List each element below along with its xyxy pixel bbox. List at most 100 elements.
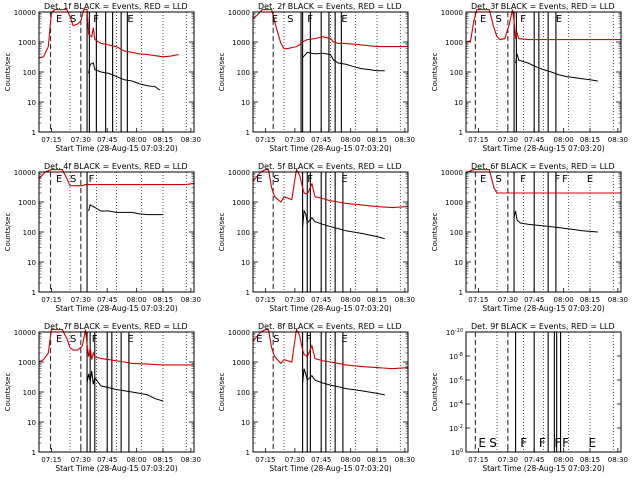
x-tick-label: 07:30 <box>498 136 518 144</box>
y-tick-label: 100 <box>23 69 36 77</box>
panel-title: Det. 3f BLACK = Events, RED = LLD <box>471 2 615 11</box>
x-tick-label: 08:15 <box>367 456 387 464</box>
y-tick-label: 10 <box>454 259 463 267</box>
y-tick-label: 10 <box>27 419 36 427</box>
x-tick-label: 07:45 <box>311 456 331 464</box>
y-axis-label: Counts/sec <box>431 213 439 252</box>
x-tick-label: 07:15 <box>468 136 488 144</box>
segment-label: E <box>588 436 596 450</box>
segment-label: E <box>272 14 278 25</box>
x-tick-label: 08:00 <box>341 296 361 304</box>
events-series-line <box>302 368 385 396</box>
x-tick-label: 08:30 <box>608 456 628 464</box>
y-axis-label: Counts/sec <box>4 213 12 252</box>
segment-label: E <box>587 174 593 185</box>
lld-series-line <box>38 9 179 59</box>
x-tick-label: 08:15 <box>580 296 600 304</box>
y-tick-label: 10-2 <box>449 424 463 433</box>
y-tick-label: 10000 <box>441 169 463 177</box>
segment-label: F <box>93 14 99 25</box>
segment-label: F <box>307 14 313 25</box>
y-tick-label: 1000 <box>445 39 463 47</box>
x-tick-label: 08:00 <box>341 456 361 464</box>
x-axis-label: Start Time (28-Aug-15 07:03:20) <box>482 144 604 153</box>
x-tick-label: 08:00 <box>554 296 574 304</box>
x-tick-label: 08:00 <box>127 136 147 144</box>
y-axis-label: Counts/sec <box>4 53 12 92</box>
segment-label: E <box>56 174 62 185</box>
y-tick-label: 1 <box>32 289 36 297</box>
y-tick-label: 1 <box>32 129 36 137</box>
x-tick-label: 08:00 <box>341 136 361 144</box>
segment-label: S <box>495 14 501 25</box>
plot-frame <box>465 331 622 453</box>
y-axis-label: Counts/sec <box>218 213 226 252</box>
panel-title: Det. 7f BLACK = Events, RED = LLD <box>44 322 188 331</box>
segment-label: S <box>495 174 501 185</box>
x-tick-label: 07:45 <box>524 456 544 464</box>
segment-label: F <box>554 436 561 450</box>
x-tick-label: 07:45 <box>311 296 331 304</box>
y-tick-label: 100 <box>237 229 250 237</box>
segment-label: F <box>92 334 98 345</box>
segment-label: E <box>256 174 262 185</box>
x-tick-label: 07:15 <box>255 136 275 144</box>
events-series-line <box>302 209 385 240</box>
segment-label: E <box>127 14 133 25</box>
y-tick-label: 1000 <box>18 199 36 207</box>
x-tick-label: 07:15 <box>41 296 61 304</box>
segment-label: F <box>539 436 546 450</box>
segment-label: F <box>562 174 568 185</box>
y-tick-label: 10 <box>241 419 250 427</box>
x-tick-label: 08:15 <box>153 296 173 304</box>
y-tick-label: 10 <box>241 99 250 107</box>
y-tick-label: 1 <box>246 129 250 137</box>
y-tick-label: 1 <box>246 289 250 297</box>
panel-title: Det. 6f BLACK = Events, RED = LLD <box>471 162 615 171</box>
segment-label: S <box>70 14 76 25</box>
lld-series-line <box>38 329 194 366</box>
segment-label: E <box>127 334 133 345</box>
segment-label: F <box>307 174 313 185</box>
events-series-line <box>88 204 163 216</box>
y-tick-label: 1 <box>459 129 463 137</box>
x-tick-label: 07:45 <box>97 296 117 304</box>
panel-title: Det. 5f BLACK = Events, RED = LLD <box>258 162 402 171</box>
segment-label: F <box>562 436 569 450</box>
segment-label: E <box>341 174 347 185</box>
segment-label: E <box>341 334 347 345</box>
y-tick-label: 1000 <box>232 199 250 207</box>
segment-label: S <box>273 174 279 185</box>
events-series-line <box>88 62 161 91</box>
y-tick-label: 10-4 <box>449 400 463 409</box>
segment-label: F <box>554 174 560 185</box>
y-tick-label: 10000 <box>228 329 250 337</box>
y-tick-label: 1000 <box>445 199 463 207</box>
events-series-line <box>86 370 164 402</box>
segment-label: E <box>256 334 262 345</box>
y-tick-label: 10000 <box>14 9 36 17</box>
segment-label: E <box>556 14 562 25</box>
y-tick-label: 10-10 <box>446 328 463 337</box>
y-tick-label: 100 <box>237 389 250 397</box>
x-tick-label: 07:45 <box>97 136 117 144</box>
x-tick-label: 07:30 <box>285 136 305 144</box>
y-tick-label: 10 <box>241 259 250 267</box>
segment-label: S <box>489 436 497 450</box>
x-tick-label: 07:30 <box>285 296 305 304</box>
x-tick-label: 08:30 <box>181 136 201 144</box>
x-tick-label: 08:15 <box>153 136 173 144</box>
y-tick-label: 100 <box>23 229 36 237</box>
x-tick-label: 07:15 <box>255 296 275 304</box>
y-tick-label: 10 <box>27 99 36 107</box>
x-tick-label: 07:15 <box>468 456 488 464</box>
x-axis-label: Start Time (28-Aug-15 07:03:20) <box>482 304 604 313</box>
y-axis-label: Counts/sec <box>4 373 12 412</box>
y-tick-label: 10-8 <box>449 352 463 361</box>
